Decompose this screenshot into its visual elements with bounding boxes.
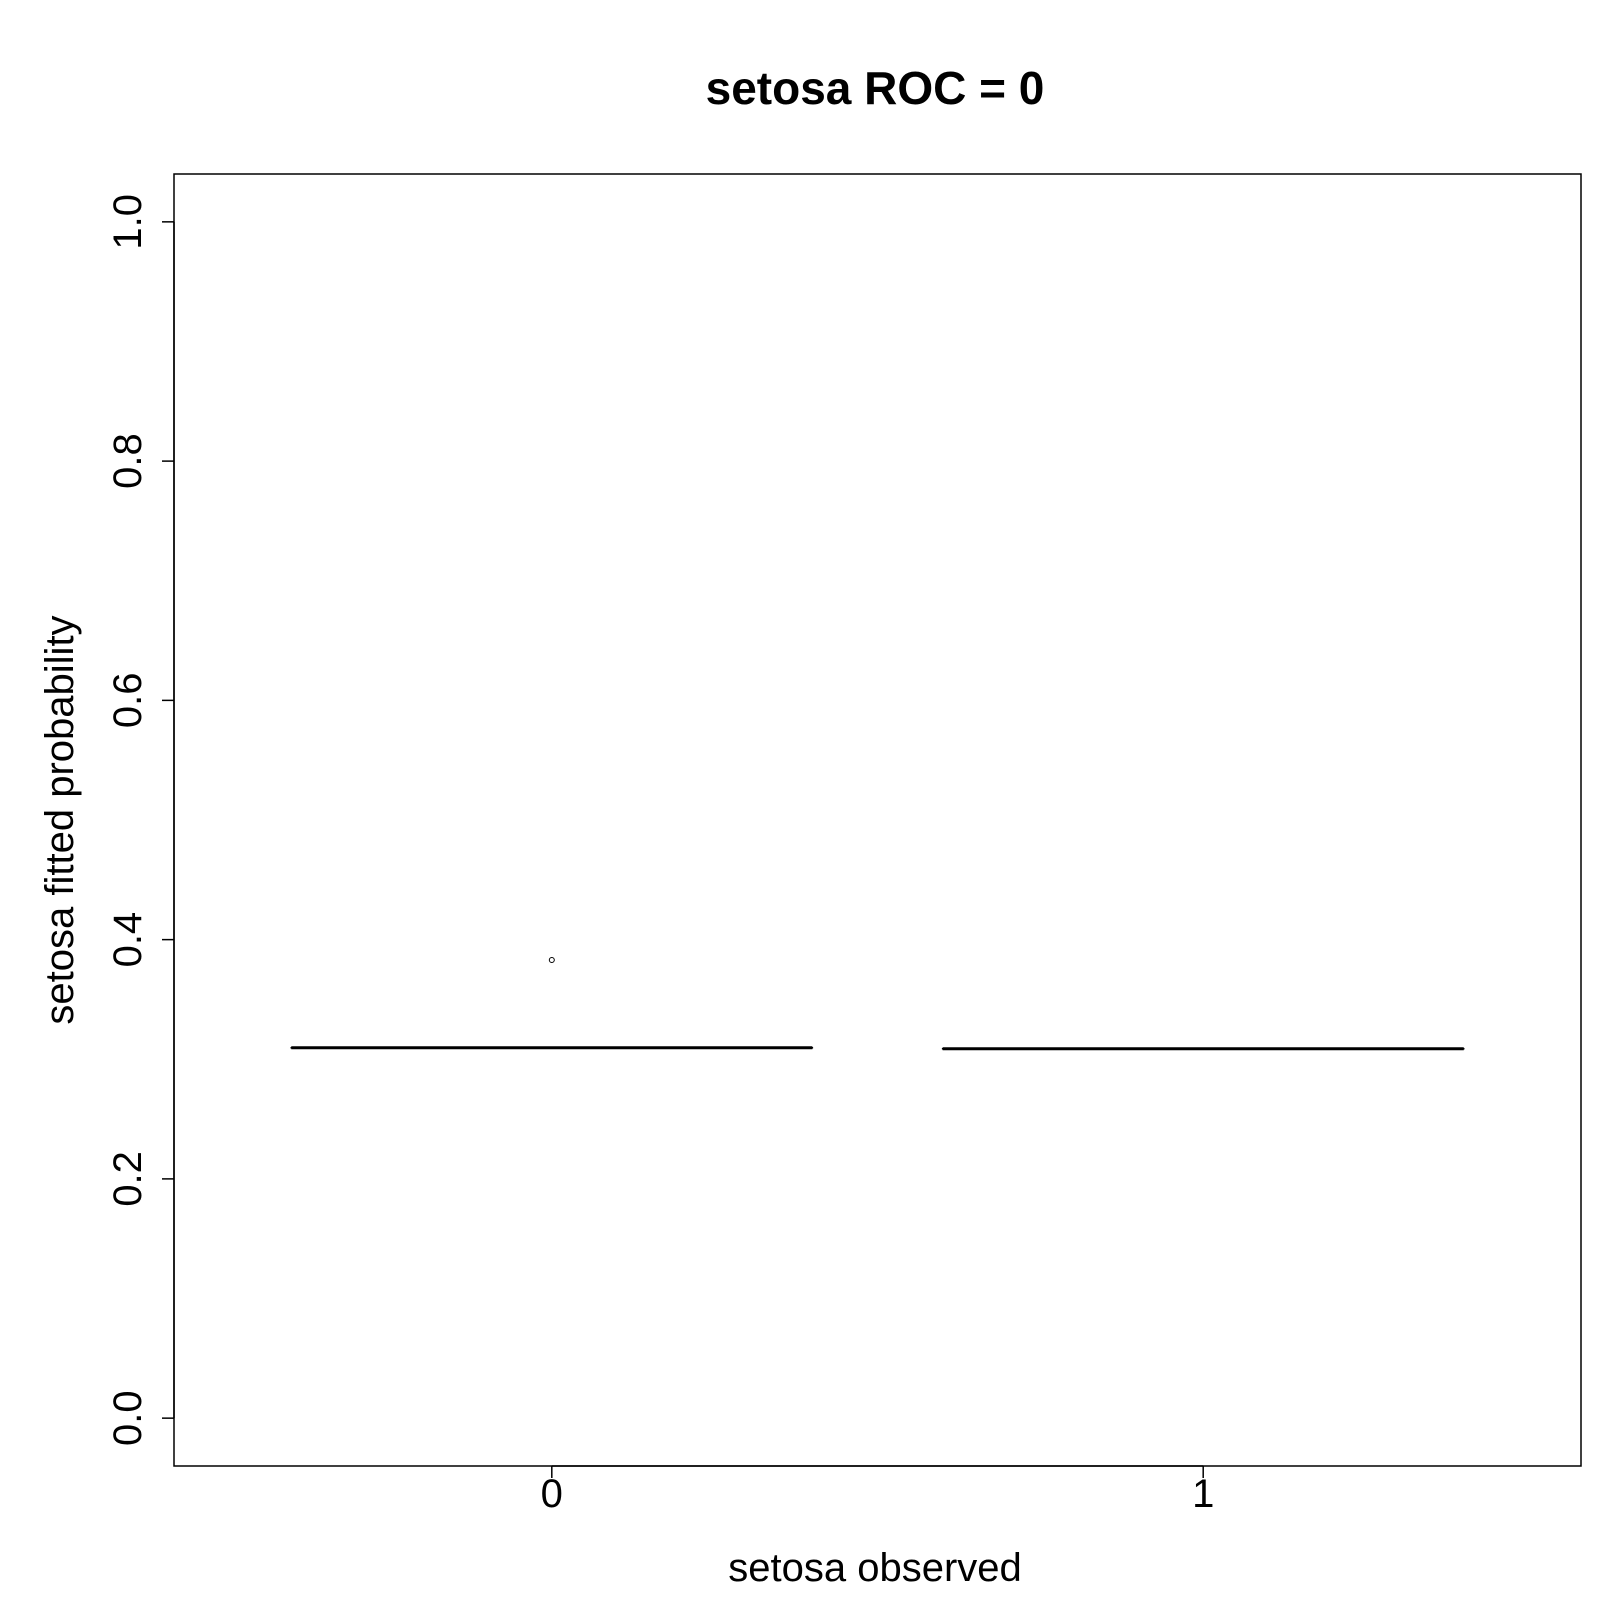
box-group bbox=[290, 956, 1465, 1051]
y-tick-label: 0.8 bbox=[106, 433, 150, 489]
y-tick-label: 0.2 bbox=[106, 1151, 150, 1207]
y-tick-label: 0.0 bbox=[106, 1390, 150, 1446]
outlier-point bbox=[548, 956, 555, 963]
y-tick-label: 1.0 bbox=[106, 194, 150, 250]
plot-frame bbox=[173, 173, 1582, 1467]
x-axis-label: setosa observed bbox=[728, 1546, 1022, 1590]
y-tick-label: 0.6 bbox=[106, 673, 150, 729]
y-axis-label: setosa fitted probability bbox=[38, 615, 82, 1024]
y-axis: 0.0 0.2 0.4 0.6 0.8 1.0 bbox=[106, 194, 175, 1446]
y-tick-label: 0.4 bbox=[106, 912, 150, 968]
x-tick-label: 1 bbox=[1192, 1472, 1214, 1516]
x-tick-label: 0 bbox=[541, 1472, 563, 1516]
chart-title: setosa ROC = 0 bbox=[706, 62, 1045, 114]
